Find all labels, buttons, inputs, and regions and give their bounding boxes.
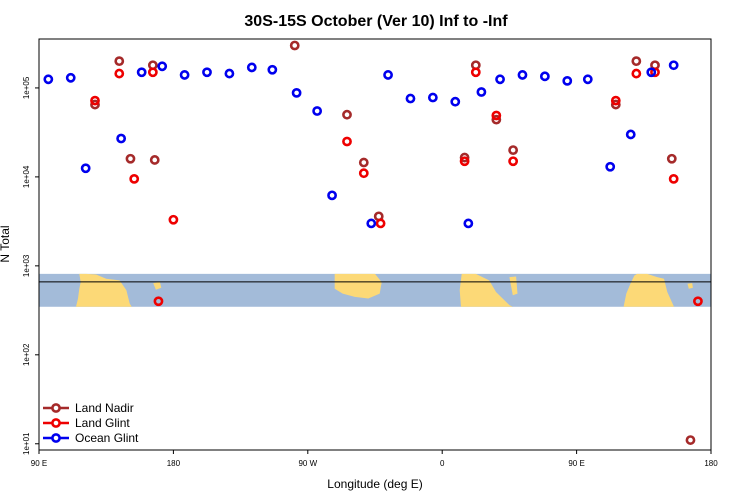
- data-point-ocean-glint: [383, 70, 393, 80]
- data-point-ocean-glint: [646, 67, 657, 78]
- data-point-ocean-glint: [625, 129, 636, 140]
- data-point-ocean-glint: [517, 70, 528, 80]
- data-point-ocean-glint: [582, 74, 593, 85]
- data-point-ocean-glint: [116, 133, 127, 144]
- data-point-land-glint: [459, 156, 470, 167]
- legend-label-ocean-glint: Ocean Glint: [75, 431, 139, 445]
- data-point-ocean-glint: [157, 61, 168, 72]
- x-tick-label: 180: [704, 459, 718, 468]
- data-point-ocean-glint: [463, 218, 474, 229]
- data-point-land-glint: [358, 168, 369, 179]
- y-tick-label: 1e+05: [22, 76, 31, 99]
- data-point-ocean-glint: [136, 67, 147, 78]
- data-point-ocean-glint: [495, 74, 505, 85]
- data-point-land-glint: [168, 214, 179, 225]
- data-point-land-nadir: [508, 145, 519, 156]
- x-tick-label: 0: [440, 459, 445, 468]
- legend-marker-ocean-glint: [51, 433, 61, 443]
- x-tick-label: 90 E: [568, 459, 584, 468]
- data-point-land-nadir: [125, 153, 136, 164]
- data-point-land-glint: [693, 296, 703, 307]
- data-point-land-nadir: [491, 114, 502, 125]
- data-point-ocean-glint: [246, 62, 257, 73]
- data-point-land-glint: [631, 68, 642, 79]
- plot-frame: [38, 38, 712, 451]
- data-point-land-glint: [491, 110, 502, 121]
- data-point-land-glint: [650, 67, 660, 78]
- legend-marker-land-glint: [51, 418, 61, 428]
- data-point-ocean-glint: [267, 64, 278, 75]
- data-point-ocean-glint: [224, 68, 235, 79]
- data-point-land-nadir: [358, 157, 369, 168]
- data-point-land-glint: [508, 156, 519, 167]
- data-point-ocean-glint: [179, 70, 190, 80]
- data-point-land-nadir: [149, 155, 160, 165]
- data-point-land-glint: [90, 95, 100, 106]
- data-point-land-glint: [153, 296, 164, 307]
- data-point-ocean-glint: [450, 96, 461, 107]
- data-point-ocean-glint: [65, 72, 76, 83]
- data-point-land-glint: [668, 173, 679, 184]
- data-point-ocean-glint: [366, 218, 377, 229]
- data-point-ocean-glint: [312, 106, 323, 116]
- axes: 90 E 180 90 W 0 90 E 180 1e+01 1e+02 1e+03 1e+04 1…: [22, 76, 718, 468]
- y-tick-label: 1e+04: [22, 165, 31, 188]
- legend-label-land-nadir: Land Nadir: [75, 401, 134, 415]
- data-point-ocean-glint: [668, 60, 679, 71]
- data-point-ocean-glint: [605, 161, 616, 172]
- data-point-ocean-glint: [476, 87, 487, 97]
- data-point-land-nadir: [289, 40, 300, 51]
- y-axis-label: N Total: [0, 225, 12, 262]
- data-point-land-glint: [342, 136, 352, 147]
- y-tick-label: 1e+01: [22, 432, 31, 455]
- data-point-land-nadir: [114, 56, 125, 67]
- data-point-land-nadir: [610, 99, 621, 110]
- data-point-land-nadir: [90, 99, 100, 110]
- data-point-land-glint: [470, 67, 481, 78]
- x-tick-label: 90 E: [31, 459, 47, 468]
- data-point-land-nadir: [459, 152, 470, 163]
- map-land-australia: [334, 273, 382, 299]
- data-point-land-glint: [610, 95, 621, 106]
- data-point-land-nadir: [685, 435, 696, 445]
- legend-label-land-glint: Land Glint: [75, 416, 130, 430]
- data-point-land-nadir: [666, 153, 677, 164]
- data-points: [43, 40, 703, 445]
- data-point-land-nadir: [631, 56, 642, 67]
- data-point-land-glint: [375, 218, 386, 229]
- x-tick-label: 90 W: [298, 459, 317, 468]
- map-land-madagascar: [153, 282, 162, 290]
- data-point-land-glint: [147, 67, 158, 78]
- world-map-strip: [39, 273, 711, 307]
- data-point-land-glint: [114, 68, 125, 79]
- legend-marker-land-nadir: [51, 403, 61, 413]
- data-point-ocean-glint: [405, 93, 416, 104]
- x-tick-label: 180: [167, 459, 181, 468]
- chart-title: 30S-15S October (Ver 10) Inf to -Inf: [244, 13, 508, 30]
- data-point-land-nadir: [342, 109, 352, 120]
- data-point-land-glint: [129, 173, 140, 184]
- data-point-ocean-glint: [291, 87, 302, 98]
- y-tick-label: 1e+02: [22, 343, 31, 366]
- data-point-ocean-glint: [202, 67, 212, 78]
- map-land-madagascar-2: [687, 283, 693, 289]
- data-point-ocean-glint: [80, 163, 91, 174]
- map-land-south-america-e: [509, 276, 518, 296]
- x-axis-label: Longitude (deg E): [327, 477, 422, 491]
- data-point-ocean-glint: [562, 75, 573, 86]
- data-point-ocean-glint: [327, 190, 337, 201]
- data-point-ocean-glint: [539, 71, 550, 82]
- y-tick-label: 1e+03: [22, 254, 31, 277]
- data-point-ocean-glint: [427, 92, 438, 103]
- data-point-ocean-glint: [43, 74, 54, 85]
